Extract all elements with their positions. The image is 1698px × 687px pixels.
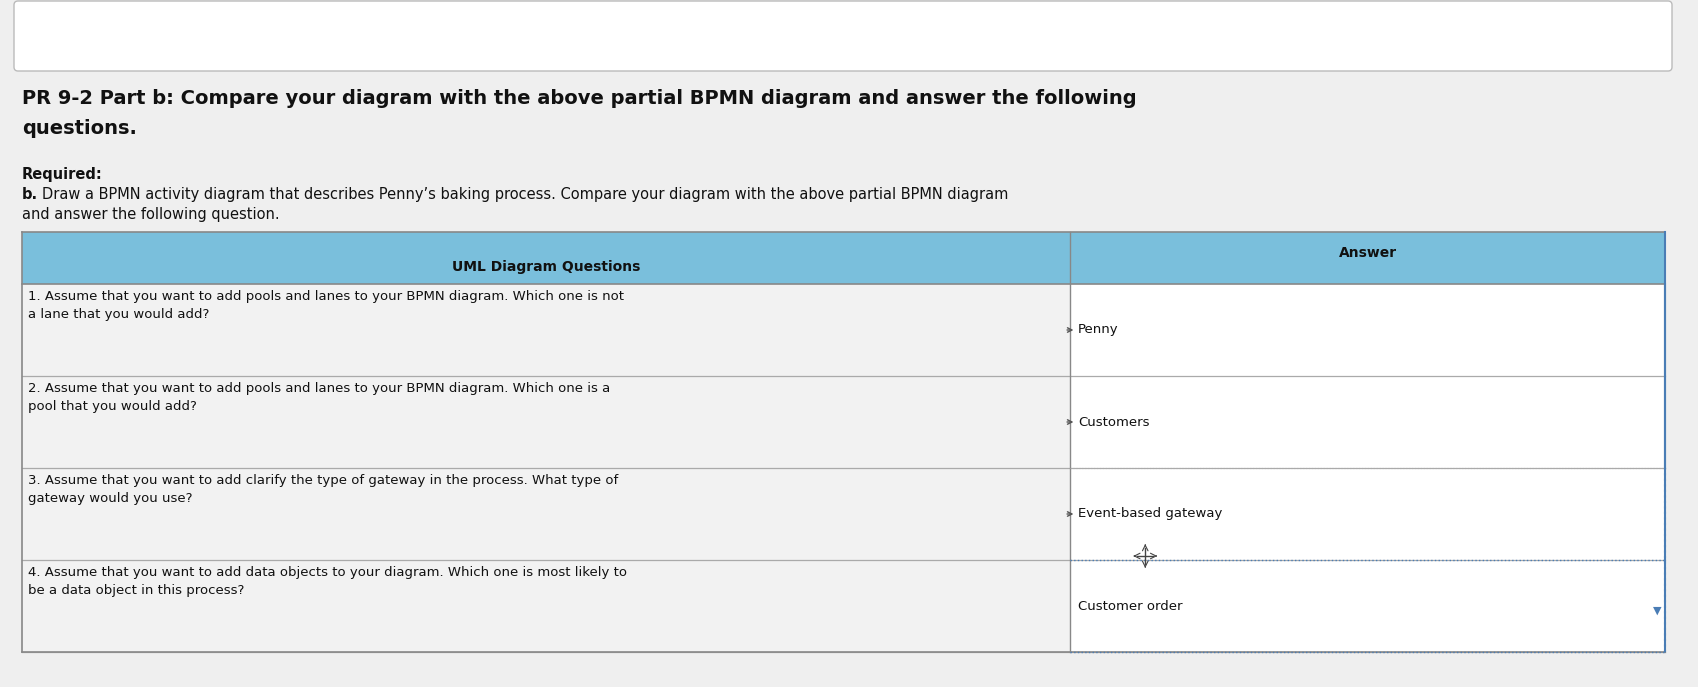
Text: ▼: ▼ xyxy=(1652,606,1661,616)
Text: Customers: Customers xyxy=(1078,416,1150,429)
Text: PR 9-2 Part b: Compare your diagram with the above partial BPMN diagram and answ: PR 9-2 Part b: Compare your diagram with… xyxy=(22,89,1136,108)
Bar xyxy=(22,376,1070,468)
Text: UML Diagram Questions: UML Diagram Questions xyxy=(452,260,640,274)
Bar xyxy=(22,468,1664,560)
Text: Penny: Penny xyxy=(1078,324,1119,337)
Text: 3. Assume that you want to add clarify the type of gateway in the process. What : 3. Assume that you want to add clarify t… xyxy=(27,474,618,505)
Text: questions.: questions. xyxy=(22,119,138,138)
Bar xyxy=(22,284,1664,376)
Bar xyxy=(22,232,1664,284)
Text: 2. Assume that you want to add pools and lanes to your BPMN diagram. Which one i: 2. Assume that you want to add pools and… xyxy=(27,382,610,413)
Text: Event-based gateway: Event-based gateway xyxy=(1078,508,1223,521)
Text: b.: b. xyxy=(22,187,37,202)
Text: and answer the following question.: and answer the following question. xyxy=(22,207,280,222)
Text: Customer order: Customer order xyxy=(1078,600,1182,613)
Bar xyxy=(22,468,1070,560)
Text: 4. Assume that you want to add data objects to your diagram. Which one is most l: 4. Assume that you want to add data obje… xyxy=(27,566,627,597)
Bar xyxy=(22,560,1664,652)
FancyBboxPatch shape xyxy=(14,1,1671,71)
Text: Required:: Required: xyxy=(22,167,102,182)
Text: Draw a BPMN activity diagram that describes Penny’s baking process. Compare your: Draw a BPMN activity diagram that descri… xyxy=(42,187,1009,202)
Bar xyxy=(22,284,1070,376)
Text: 1. Assume that you want to add pools and lanes to your BPMN diagram. Which one i: 1. Assume that you want to add pools and… xyxy=(27,290,623,321)
Bar xyxy=(22,560,1070,652)
Bar xyxy=(22,376,1664,468)
Text: Answer: Answer xyxy=(1338,246,1396,260)
